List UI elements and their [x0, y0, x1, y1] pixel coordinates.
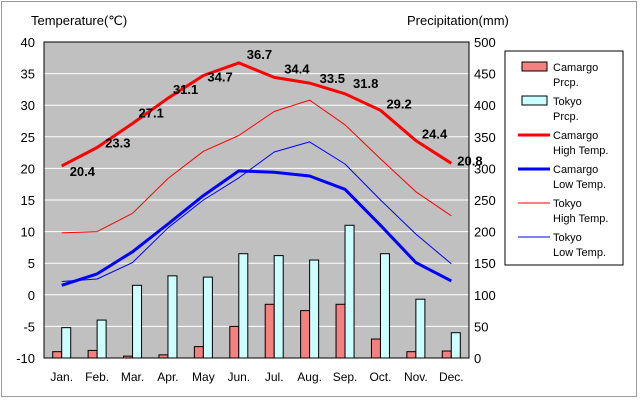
data-label: 31.1 [173, 82, 198, 97]
bar-camargo-prcp [52, 351, 63, 359]
legend-label: Tokyo [553, 198, 582, 210]
data-label: 34.7 [207, 69, 232, 84]
legend-label: Tokyo [553, 96, 582, 108]
bar-camargo-prcp [406, 351, 417, 359]
legend-box [504, 50, 624, 266]
bar-tokyo-prcp [344, 224, 355, 359]
bar-camargo-prcp [441, 350, 452, 359]
left-tick-label: -5 [23, 319, 35, 334]
right-tick-label: 400 [474, 98, 496, 113]
left-tick-label: 25 [21, 130, 35, 145]
camargo-low-temp-line [61, 169, 452, 287]
plot-border [43, 41, 470, 359]
left-tick-label: -10 [16, 351, 35, 366]
left-axis-title: Temperature(℃) [31, 13, 128, 28]
left-tick-label: 5 [28, 256, 35, 271]
legend-label: Prcp. [553, 111, 579, 123]
bar-camargo-prcp [193, 346, 204, 359]
legend-swatch [521, 61, 548, 72]
right-tick-label: 200 [474, 225, 496, 240]
left-tick-label: 0 [28, 288, 35, 303]
bar-camargo-prcp [87, 349, 98, 359]
legend-label: Low Temp. [553, 247, 606, 259]
bar-tokyo-prcp [132, 284, 143, 359]
x-tick-label: Nov. [404, 370, 428, 384]
bar-tokyo-prcp [238, 253, 249, 359]
bar-camargo-prcp [229, 325, 240, 359]
x-tick-label: May [192, 370, 215, 384]
tokyo-low-temp-line [61, 141, 452, 282]
x-tick-label: Apr. [157, 370, 178, 384]
legend-label: Tokyo [553, 232, 582, 244]
bar-camargo-prcp [370, 338, 381, 359]
x-tick-label: Oct. [369, 370, 391, 384]
right-tick-label: 350 [474, 130, 496, 145]
data-label: 27.1 [139, 106, 164, 121]
left-tick-label: 30 [21, 98, 35, 113]
left-tick-label: 35 [21, 67, 35, 82]
legend-label: High Temp. [553, 213, 608, 225]
data-label: 31.8 [353, 76, 378, 91]
legend-label: Low Temp. [553, 179, 606, 191]
legend-label: Prcp. [553, 77, 579, 89]
legend-label: Camargo [553, 164, 598, 176]
bar-tokyo-prcp [61, 327, 72, 359]
x-tick-label: Jul. [265, 370, 284, 384]
x-tick-label: Mar. [121, 370, 144, 384]
legend-label: Camargo [553, 130, 598, 142]
bar-tokyo-prcp [450, 332, 461, 359]
right-tick-label: 100 [474, 288, 496, 303]
bar-camargo-prcp [264, 303, 275, 359]
left-tick-label: 20 [21, 161, 35, 176]
right-tick-label: 250 [474, 193, 496, 208]
x-tick-label: Feb. [85, 370, 109, 384]
tokyo-high-temp-line [61, 99, 452, 234]
x-tick-label: Jan. [50, 370, 73, 384]
right-tick-label: 450 [474, 67, 496, 82]
x-tick-label: Sep. [333, 370, 358, 384]
bar-tokyo-prcp [415, 298, 426, 359]
bar-camargo-prcp [300, 310, 311, 359]
data-label: 36.7 [247, 47, 272, 62]
x-tick-label: Jun. [227, 370, 250, 384]
left-tick-label: 10 [21, 225, 35, 240]
right-tick-label: 500 [474, 35, 496, 50]
data-label: 29.2 [386, 96, 411, 111]
legend-label: High Temp. [553, 145, 608, 157]
bar-tokyo-prcp [96, 319, 107, 359]
right-axis-title: Precipitation(mm) [407, 13, 509, 28]
left-tick-label: 15 [21, 193, 35, 208]
right-tick-label: 300 [474, 161, 496, 176]
legend-swatch [521, 95, 548, 106]
data-label: 24.4 [422, 127, 448, 142]
bar-camargo-prcp [335, 303, 346, 359]
bar-tokyo-prcp [273, 255, 284, 359]
data-label: 20.8 [457, 153, 482, 168]
bar-tokyo-prcp [167, 275, 178, 359]
x-tick-label: Aug. [297, 370, 322, 384]
data-label: 20.4 [70, 164, 96, 179]
data-label: 23.3 [105, 136, 130, 151]
x-tick-label: Dec. [439, 370, 464, 384]
data-label: 34.4 [284, 61, 310, 76]
right-tick-label: 0 [474, 351, 481, 366]
camargo-high-temp-line [61, 61, 453, 168]
right-tick-label: 150 [474, 256, 496, 271]
bar-tokyo-prcp [309, 259, 320, 359]
data-label: 33.5 [320, 71, 345, 86]
right-tick-label: 50 [474, 319, 488, 334]
bar-tokyo-prcp [379, 253, 390, 359]
left-tick-label: 40 [21, 35, 35, 50]
bar-tokyo-prcp [202, 276, 213, 359]
legend-label: Camargo [553, 62, 598, 74]
